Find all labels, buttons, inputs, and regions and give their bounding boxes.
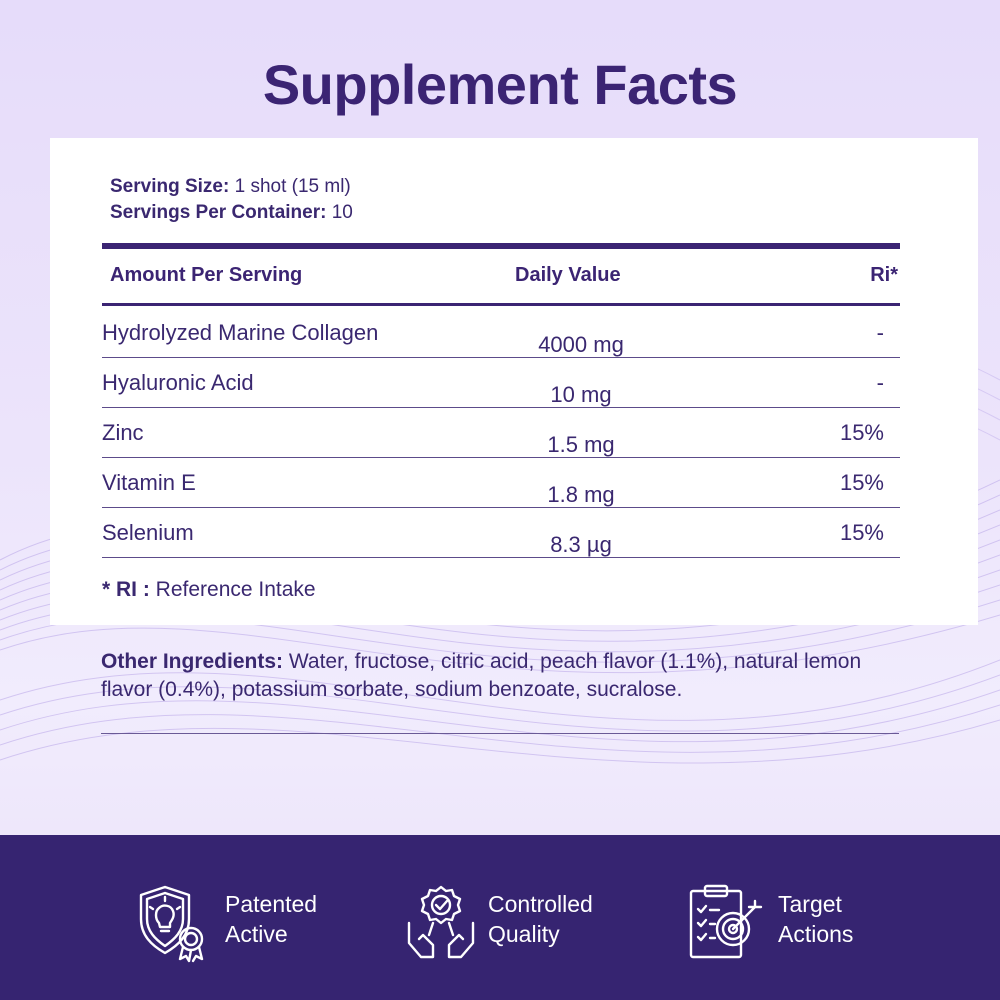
badge-label: Controlled Quality (488, 889, 593, 949)
servings-per-container-value: 10 (326, 202, 353, 223)
ingredient-name: Hyaluronic Acid (102, 370, 254, 395)
ingredient-value: 1.8 mg (547, 482, 615, 507)
other-ingredients-label: Other Ingredients: (101, 650, 284, 673)
ingredient-value: 4000 mg (538, 332, 624, 357)
header-ri: Ri* (870, 264, 898, 286)
badge-label: Target Actions (778, 889, 853, 949)
ingredient-name: Vitamin E (102, 470, 196, 495)
serving-size-label: Serving Size: (110, 176, 230, 197)
badge-label: Patented Active (225, 889, 317, 949)
header-amount: Amount Per Serving (110, 264, 303, 286)
ingredient-value: 10 mg (550, 382, 612, 407)
table-row: Selenium 8.3 µg 15% (102, 508, 900, 558)
supplement-facts-card: Serving Size: 1 shot (15 ml) Servings Pe… (50, 138, 978, 625)
servings-per-container-label: Servings Per Container: (110, 202, 327, 223)
shield-bulb-award-icon (139, 885, 204, 963)
servings-per-container: Servings Per Container: 10 (110, 200, 353, 226)
ingredient-value: 8.3 µg (550, 532, 612, 557)
ingredient-ri: 15% (839, 420, 884, 445)
table-top-rule (102, 243, 900, 249)
other-ingredients: Other Ingredients: Water, fructose, citr… (101, 648, 901, 704)
table-header: Amount Per Serving Daily Value Ri* (102, 249, 900, 306)
footnote: * RI : Reference Intake (102, 578, 316, 602)
ingredient-ri: - (876, 370, 884, 395)
ingredient-value: 1.5 mg (547, 432, 615, 457)
divider (101, 733, 899, 734)
ingredient-ri: 15% (839, 520, 884, 545)
table-row: Hydrolyzed Marine Collagen 4000 mg - (102, 308, 900, 358)
badge-line-2: Quality (488, 921, 560, 947)
ingredient-name: Hydrolyzed Marine Collagen (102, 320, 379, 345)
ingredient-name: Selenium (102, 520, 194, 545)
serving-size-value: 1 shot (15 ml) (229, 176, 351, 197)
badge-line-1: Patented (225, 891, 318, 917)
footnote-text: Reference Intake (149, 578, 316, 601)
serving-info: Serving Size: 1 shot (15 ml) Servings Pe… (110, 174, 353, 226)
features-footer: Patented Active Controlled Quality (0, 835, 1000, 1000)
ingredient-ri: - (876, 320, 884, 345)
table-row: Zinc 1.5 mg 15% (102, 408, 900, 458)
page-title: Supplement Facts (262, 53, 738, 116)
header-daily-value: Daily Value (515, 264, 621, 286)
table-row: Hyaluronic Acid 10 mg - (102, 358, 900, 408)
ingredient-name: Zinc (102, 420, 144, 445)
badge-line-2: Active (225, 921, 288, 947)
footnote-label: * RI : (102, 578, 150, 601)
ingredient-ri: 15% (839, 470, 884, 495)
serving-size: Serving Size: 1 shot (15 ml) (110, 174, 353, 200)
table-row: Vitamin E 1.8 mg 15% (102, 458, 900, 508)
hands-quality-medal-icon (407, 885, 475, 959)
badge-line-1: Controlled (488, 891, 593, 917)
badge-line-2: Actions (778, 921, 854, 947)
badge-line-1: Target (778, 891, 842, 917)
clipboard-target-icon (689, 884, 763, 959)
other-ingredients-text: Water, fructose, citric acid, peach flav… (101, 650, 862, 701)
